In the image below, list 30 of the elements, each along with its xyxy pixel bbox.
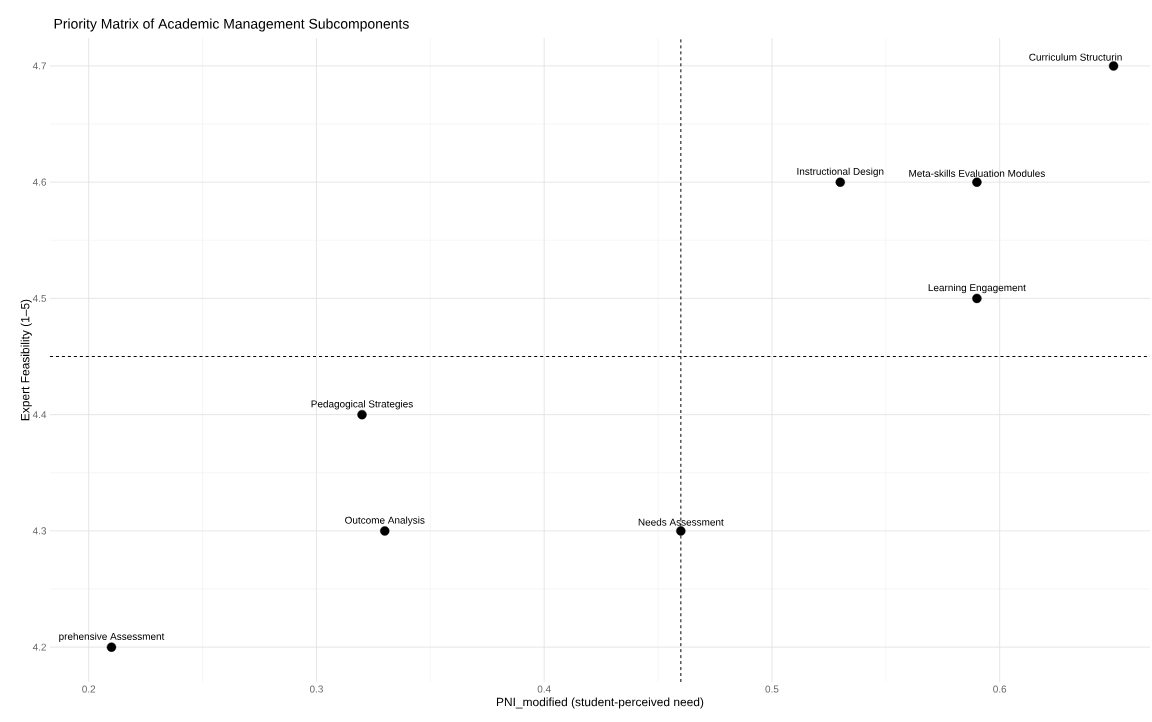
point	[972, 293, 982, 304]
y-tick-label: 4.5	[32, 294, 47, 302]
point	[835, 177, 845, 187]
annotation: Needs Assessment	[638, 518, 724, 526]
y-tick-label: 4.2	[32, 643, 46, 651]
point	[380, 526, 390, 536]
y-tick-label: 4.7	[32, 62, 46, 70]
y-tick-label: 4.4	[32, 411, 47, 419]
x-axis-title: PNI_modified (student-perceived need)	[496, 697, 704, 709]
point	[676, 526, 686, 536]
annotation: Pedagogical Strategies	[311, 400, 413, 410]
y-tick-label: 4.3	[32, 527, 47, 535]
x-tick-label: 0.2	[82, 685, 96, 693]
annotation: Learning Engagement	[928, 283, 1026, 294]
x-tick-label: 0.3	[309, 685, 323, 693]
annotation: Curriculum Structurin	[1029, 53, 1122, 61]
point	[1108, 61, 1119, 71]
annotation: Outcome Analysis	[345, 516, 425, 526]
point	[972, 177, 982, 187]
annotation: prehensive Assessment	[59, 632, 165, 642]
annotation: Instructional Design	[797, 167, 884, 177]
point	[106, 642, 117, 652]
x-tick-label: 0.4	[537, 685, 551, 693]
point	[357, 409, 367, 420]
x-tick-label: 0.6	[993, 685, 1007, 693]
x-tick-label: 0.5	[765, 685, 779, 693]
y-axis-title: Expert Feasibility (1–5)	[20, 299, 32, 421]
annotation: Meta-skills Evaluation Modules	[909, 169, 1045, 177]
y-tick-label: 4.6	[32, 178, 47, 186]
chart-title: Priority Matrix of Academic Management Subcomponents	[54, 18, 409, 32]
